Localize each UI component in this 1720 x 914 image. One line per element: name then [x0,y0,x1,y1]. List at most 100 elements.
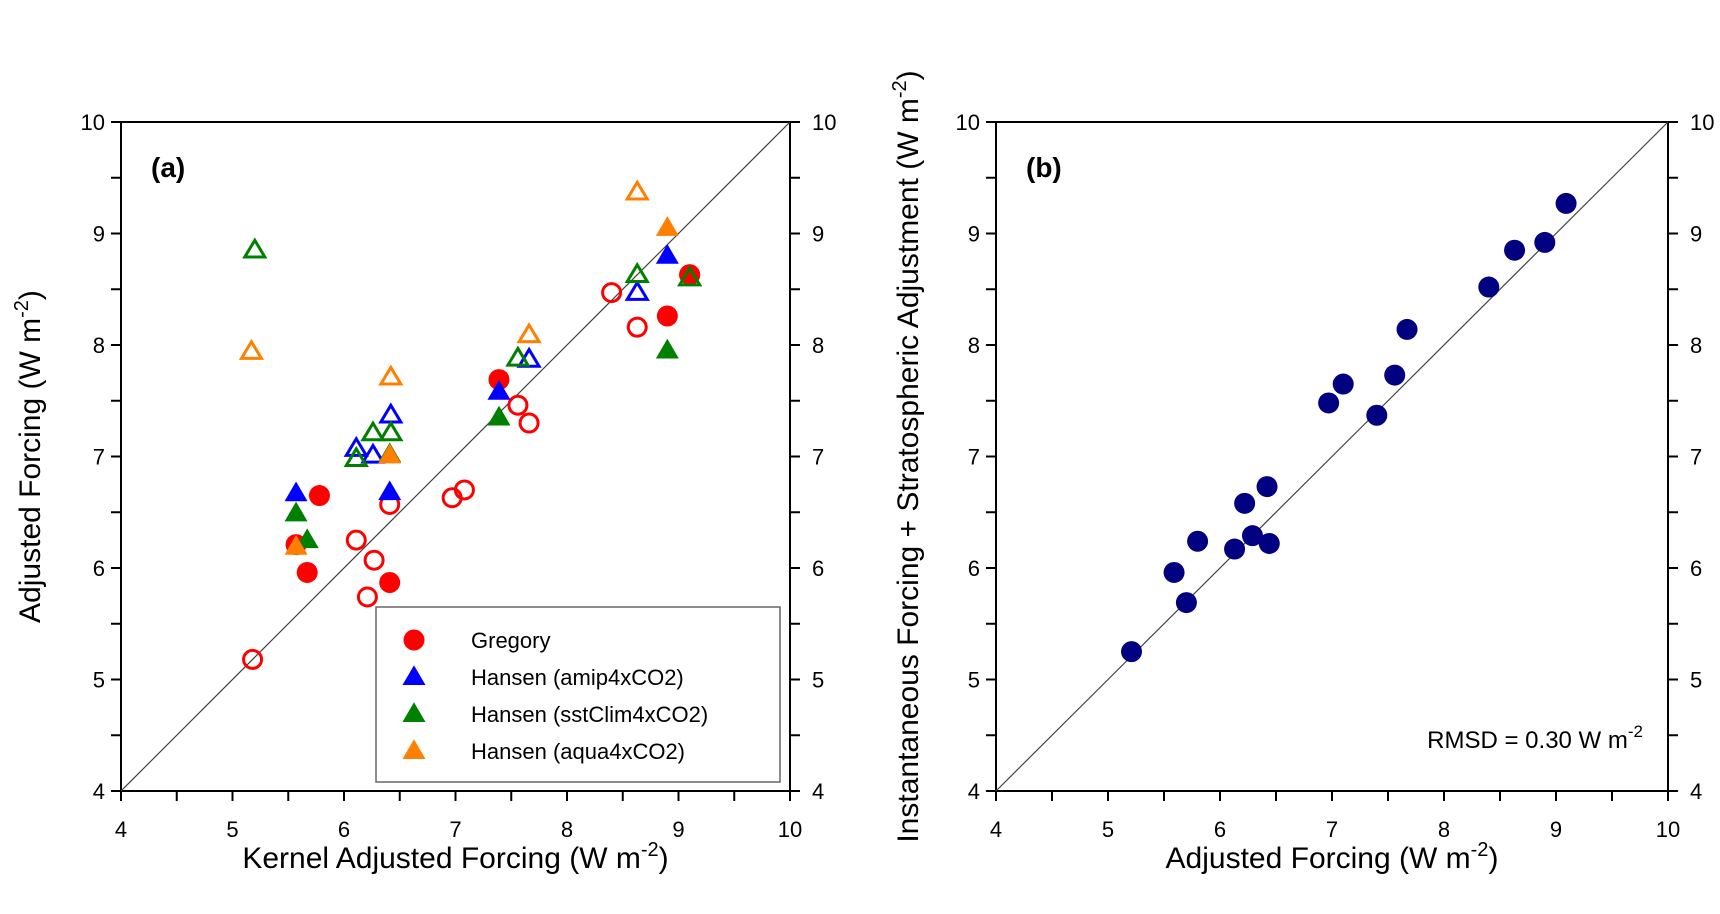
y-axis-title-superscript: -2 [889,80,911,98]
y-axis-title-close: ) [14,290,47,300]
y-axis-title-superscript: -2 [11,300,33,318]
y-tick-label-left: 8 [93,333,105,358]
data-point-filled [1478,276,1500,298]
data-point-filled [1332,373,1354,395]
data-point-open [624,261,650,283]
data-point-filled [1384,364,1406,386]
x-axis-title-text: Adjusted Forcing (W m [1166,842,1471,875]
x-tick-label: 8 [561,817,573,842]
y-tick-label-right: 9 [812,222,824,247]
x-tick-label: 5 [226,817,238,842]
data-point-filled [655,244,679,264]
data-point-open [378,364,404,386]
one-to-one-line [120,121,791,792]
y-tick-label-right: 7 [1690,445,1702,470]
y-tick-label-right: 5 [1690,668,1702,693]
series-3 [238,179,679,555]
data-point-open [601,282,623,304]
data-point-filled [1163,561,1185,583]
legend-marker [402,702,426,722]
legend-box [375,606,781,783]
data-point-filled [284,481,308,502]
series-1 [284,244,679,502]
x-axis-title-close: ) [1488,842,1498,875]
data-point-open [378,420,404,442]
x-tick-label: 10 [778,817,802,842]
x-tick-label: 4 [115,817,127,842]
data-point-filled [308,485,330,507]
y-tick-label-left: 5 [93,668,105,693]
data-point-filled [1258,532,1280,554]
legend-marker [402,739,426,759]
data-point-open [624,279,650,301]
one-to-one-line [995,121,1669,792]
data-point-open [343,445,369,467]
data-point-filled [488,369,510,391]
y-tick-label-left: 9 [968,222,980,247]
x-axis-title-superscript: -2 [1471,839,1489,861]
legend-label: Hansen (sstClim4xCO2) [471,702,708,727]
data-point-filled [487,380,511,400]
y-tick-label-left: 9 [93,222,105,247]
data-point-filled [1224,538,1246,560]
series-0 [1121,192,1577,663]
legend: Gregory Hansen (amip4xCO2) Hansen (sstClim… [375,606,781,783]
y-tick-label-left: 6 [968,556,980,581]
x-tick-label: 7 [1326,817,1338,842]
data-point-filled [1318,392,1340,414]
x-axis-title-text: Kernel Adjusted Forcing (W m [242,842,640,875]
data-point-filled [655,338,679,359]
data-point-filled [1256,476,1278,498]
x-axis-title-superscript: -2 [641,839,659,861]
data-point-open [343,435,369,457]
x-tick-label: 9 [672,817,684,842]
data-point-open [507,394,529,416]
data-point-filled [1396,318,1418,340]
legend-marker [402,665,426,685]
data-point-open [378,402,404,424]
data-point-filled [1175,592,1197,614]
y-tick-label-right: 8 [1690,333,1702,358]
data-point-filled [487,405,511,426]
x-tick-label: 6 [338,817,350,842]
x-tick-label: 5 [1102,817,1114,842]
y-tick-label-left: 4 [968,779,980,804]
data-point-filled [295,528,319,549]
data-point-filled [1534,231,1556,253]
data-point-filled [284,501,308,522]
y-tick-label-right: 4 [1690,779,1702,804]
data-point-open [356,586,378,608]
y-tick-label-right: 10 [1690,110,1714,135]
x-tick-label: 10 [1656,817,1680,842]
data-point-filled [1187,530,1209,552]
legend-label: Hansen (amip4xCO2) [471,665,684,690]
y-tick-label-left: 4 [93,779,105,804]
data-point-filled [1234,492,1256,514]
legend-label: Hansen (aqua4xCO2) [471,739,685,764]
data-point-filled [284,535,308,555]
data-point-filled [655,216,679,236]
x-tick-label: 9 [1550,817,1562,842]
data-point-open [516,322,542,344]
legend-marker [403,629,425,651]
series-0 [242,264,701,670]
y-axis-title-text: Adjusted Forcing (W m [14,318,47,623]
y-axis-title: Instantaneous Forcing + Stratospheric Ad… [889,70,925,842]
rmsd-superscript: -2 [1628,722,1643,741]
data-point-open [345,529,367,551]
data-point-open [518,412,540,434]
data-point-filled [679,264,701,286]
data-point-open [453,479,475,501]
y-tick-label-right: 5 [812,668,824,693]
y-tick-label-right: 10 [812,110,836,135]
data-point-open [360,442,386,464]
y-tick-label-left: 10 [81,110,105,135]
data-point-filled [378,480,402,501]
data-point-filled [1366,404,1388,426]
x-axis-title: Kernel Adjusted Forcing (W m-2) [242,839,668,875]
y-tick-label-left: 7 [968,445,980,470]
y-tick-label-right: 6 [1690,556,1702,581]
y-tick-label-right: 4 [812,779,824,804]
